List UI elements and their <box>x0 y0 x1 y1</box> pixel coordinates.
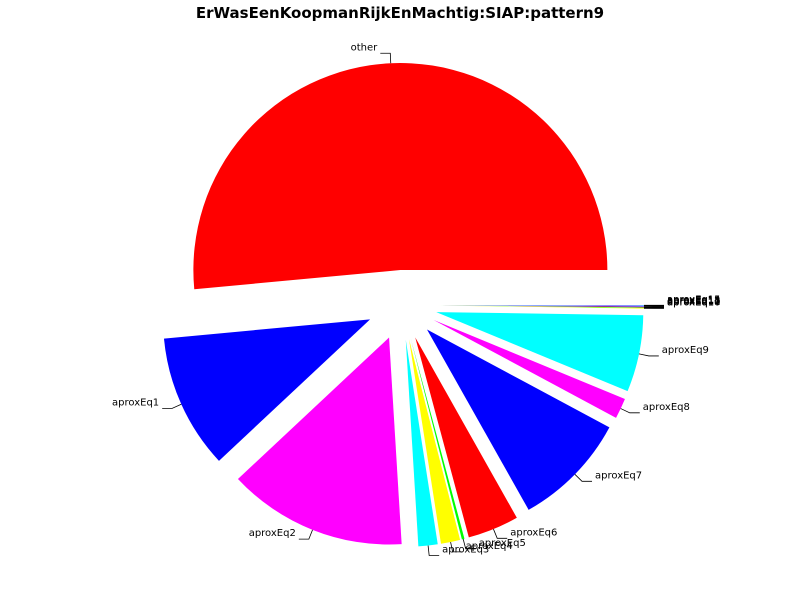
pie-slices <box>163 63 644 547</box>
pie-slice-aproxEq4 <box>409 339 461 544</box>
pie-slice-other <box>193 63 608 290</box>
slice-label-aproxEq11: aproxEq11 <box>667 297 721 308</box>
slice-label-aproxEq4: aproxEq4 <box>466 541 513 552</box>
pie-slice-aproxEq2 <box>237 337 402 545</box>
slice-label-aproxEq14: aproxEq14 <box>667 295 721 306</box>
slice-label-aproxEq15: aproxEq15 <box>667 294 721 305</box>
pie-labels: otheraproxEq1aproxEq2aproxEq3aproxEq4apr… <box>112 42 721 556</box>
slice-label-aproxEq10: aproxEq10 <box>667 297 721 308</box>
pie-slice-aproxEq14 <box>436 305 644 307</box>
chart-title: ErWasEenKoopmanRijkEnMachtig:SIAP:patter… <box>196 4 604 22</box>
pie-slice-aproxEq8 <box>433 319 625 418</box>
leader-line-aproxEq6 <box>493 528 508 539</box>
pie-slice-aproxEq13 <box>436 305 644 307</box>
slice-label-aproxEq1: aproxEq1 <box>112 397 159 408</box>
pie-slice-aproxEq3 <box>405 339 438 547</box>
slice-label-aproxEq3: aproxEq3 <box>442 545 489 556</box>
slice-label-aproxEq9: aproxEq9 <box>662 345 709 356</box>
slice-label-aproxEq8: aproxEq8 <box>643 402 690 413</box>
pie-slice-aproxEq7 <box>427 329 610 510</box>
pie-slice-aproxEq15 <box>436 305 644 306</box>
leader-line-aproxEq1 <box>162 403 182 409</box>
pie-slice-aproxEq6 <box>415 337 517 538</box>
leader-line-aproxEq5 <box>462 539 476 550</box>
pie-slice-aproxEq9 <box>436 312 644 392</box>
pie-slice-aproxEq5 <box>410 338 465 540</box>
slice-label-aproxEq7: aproxEq7 <box>595 470 642 481</box>
slice-label-aproxEq6: aproxEq6 <box>510 527 557 538</box>
slice-label-aproxEq2: aproxEq2 <box>249 528 296 539</box>
pie-slice-aproxEq10 <box>436 305 644 309</box>
pie-slice-aproxEq1 <box>163 319 371 461</box>
leader-line-aproxEq9 <box>638 353 659 357</box>
slice-label-aproxEq5: aproxEq5 <box>479 538 526 549</box>
leader-line-aproxEq8 <box>620 408 640 414</box>
leader-line-aproxEq7 <box>574 474 593 482</box>
leader-line-aproxEq4 <box>450 541 463 553</box>
slice-label-other: other <box>351 42 379 53</box>
leader-line-aproxEq2 <box>298 529 313 540</box>
leader-line-other <box>380 52 392 64</box>
leader-line-aproxEq3 <box>427 545 440 556</box>
pie-slice-aproxEq12 <box>436 305 644 308</box>
slice-label-aproxEq12: aproxEq12 <box>667 296 721 307</box>
slice-label-aproxEq13: aproxEq13 <box>667 296 721 307</box>
pie-slice-aproxEq11 <box>436 305 644 308</box>
